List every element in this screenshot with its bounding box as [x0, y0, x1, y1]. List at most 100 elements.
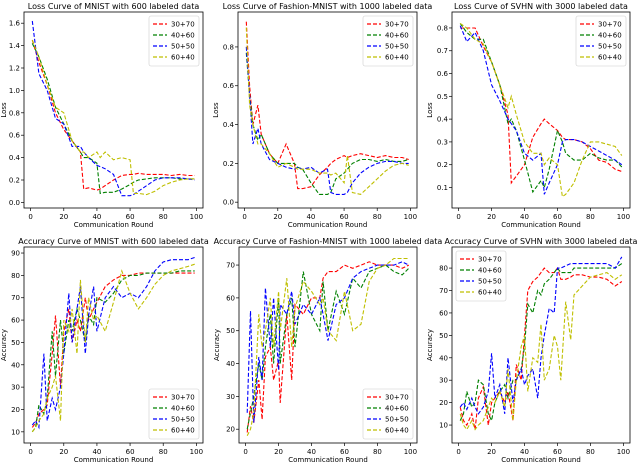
x-tick-label: 80 — [373, 448, 382, 456]
x-tick-label: 0 — [456, 448, 460, 456]
legend-label: 60+40 — [598, 54, 622, 62]
legend-label: 30+70 — [598, 21, 622, 29]
legend-label: 30+70 — [385, 21, 409, 29]
x-tick-label: 80 — [586, 448, 595, 456]
legend: 30+70 40+60 50+50 60+40 — [455, 250, 507, 302]
series-line-50+50 — [459, 256, 623, 415]
chart-title: Loss Curve of Fashion-MNIST with 1000 la… — [223, 2, 433, 11]
x-tick-label: 0 — [243, 448, 247, 456]
y-tick-label: 0.8 — [9, 109, 20, 117]
y-tick-label: 60 — [226, 294, 235, 302]
x-tick-label: 60 — [340, 448, 349, 456]
legend-box — [148, 388, 200, 440]
y-tick-label: 0.8 — [223, 43, 234, 51]
y-tick-label: 0.2 — [9, 177, 20, 185]
series-line-60+40 — [245, 27, 409, 196]
x-tick-label: 40 — [520, 448, 529, 456]
y-axis-label: Accuracy — [213, 329, 221, 361]
x-tick-label: 60 — [553, 448, 562, 456]
legend: 30+70 40+60 50+50 60+40 — [362, 15, 414, 67]
y-tick-label: 0.6 — [223, 82, 235, 90]
x-tick-label: 60 — [126, 448, 135, 456]
y-axis-label: Loss — [426, 102, 434, 118]
series-line-60+40 — [31, 263, 195, 433]
legend-label: 50+50 — [478, 278, 502, 286]
x-axis-label: Communication Round — [74, 221, 154, 229]
y-tick-label: 80 — [11, 272, 20, 280]
x-tick-label: 80 — [373, 213, 382, 221]
x-tick-label: 60 — [126, 213, 135, 221]
y-tick-label: 50 — [439, 332, 448, 340]
legend-box — [455, 250, 507, 302]
axes-frame — [23, 11, 204, 209]
legend-label: 60+40 — [478, 289, 502, 297]
chart-title: Loss Curve of SVHN with 3000 labeled dat… — [454, 2, 628, 11]
legend-label: 50+50 — [171, 416, 195, 424]
series-line-60+40 — [459, 271, 623, 431]
legend-label: 50+50 — [385, 43, 409, 51]
legend-box — [362, 388, 414, 440]
y-tick-label: 90 — [11, 250, 20, 258]
x-tick-label: 0 — [242, 213, 246, 221]
chart-title: Accuracy Curve of MNIST with 600 labeled… — [18, 237, 209, 246]
series-line-50+50 — [31, 256, 195, 430]
axes-frame — [451, 11, 631, 209]
y-tick-label: 50 — [226, 327, 235, 335]
legend-label: 30+70 — [171, 21, 195, 29]
series-line-60+40 — [459, 22, 623, 198]
series-line-30+70 — [246, 261, 410, 433]
legend-label: 60+40 — [385, 427, 409, 435]
axes-frame — [23, 246, 204, 444]
legend-label: 30+70 — [478, 256, 502, 264]
legend: 30+70 40+60 50+50 60+40 — [148, 15, 200, 67]
legend: 30+70 40+60 50+50 60+40 — [575, 15, 627, 67]
y-tick-label: 30 — [439, 377, 448, 385]
series-line-30+70 — [459, 266, 623, 430]
x-tick-label: 20 — [273, 213, 282, 221]
axes-frame — [238, 246, 418, 444]
y-tick-label: 1.4 — [9, 42, 21, 50]
y-tick-label: 0.0 — [9, 199, 20, 207]
x-tick-label: 100 — [404, 448, 417, 456]
y-tick-label: 80 — [439, 265, 448, 273]
subplot-4: 0 20 40 60 80 100 20 30 40 50 60 70 Accuracy Curve o… — [213, 237, 442, 464]
y-tick-label: 70 — [439, 287, 448, 295]
x-tick-label: 40 — [306, 213, 315, 221]
y-tick-label: 20 — [226, 426, 235, 434]
x-tick-label: 0 — [28, 448, 32, 456]
y-tick-label: 60 — [11, 317, 20, 325]
legend-label: 30+70 — [385, 394, 409, 402]
legend-box — [148, 15, 200, 67]
legend: 30+70 40+60 50+50 60+40 — [362, 388, 414, 440]
x-tick-label: 40 — [307, 448, 316, 456]
y-tick-label: 0.2 — [223, 160, 234, 168]
legend-label: 50+50 — [598, 43, 622, 51]
x-tick-label: 40 — [92, 448, 101, 456]
y-tick-label: 0.4 — [9, 154, 21, 162]
y-tick-label: 20 — [11, 406, 20, 414]
y-tick-label: 0.5 — [437, 93, 448, 101]
x-tick-label: 40 — [92, 213, 101, 221]
y-tick-label: 0.8 — [437, 24, 448, 32]
legend: 30+70 40+60 50+50 60+40 — [148, 388, 200, 440]
y-tick-label: 0.3 — [437, 138, 448, 146]
y-axis-label: Loss — [212, 102, 220, 118]
x-axis-label: Communication Round — [501, 456, 581, 462]
y-tick-label: 40 — [439, 354, 448, 362]
x-tick-label: 20 — [59, 448, 68, 456]
y-tick-label: 20 — [439, 399, 448, 407]
y-tick-label: 1.6 — [9, 20, 21, 28]
y-tick-label: 70 — [11, 294, 20, 302]
x-tick-label: 80 — [586, 213, 595, 221]
chart-title: Loss Curve of MNIST with 600 labeled dat… — [28, 2, 200, 11]
subplot-0: 0 20 40 60 80 100 0.0 0.2 0.4 0.6 0.8 1.0 1.2 1.4 1.6 L… — [0, 2, 204, 229]
y-tick-label: 0.7 — [437, 47, 448, 55]
legend-label: 60+40 — [171, 54, 195, 62]
subplot-3: 0 20 40 60 80 100 10 20 30 40 50 60 70 80 90 Accuracy C… — [0, 237, 209, 464]
x-tick-label: 100 — [617, 213, 630, 221]
y-tick-label: 40 — [11, 361, 20, 369]
y-axis-label: Accuracy — [426, 329, 434, 361]
subplot-2: 0 20 40 60 80 100 0.1 0.2 0.3 0.4 0.5 0.6 0.7 0.8 Loss… — [426, 2, 631, 229]
x-axis-label: Communication Round — [74, 456, 154, 462]
legend-label: 60+40 — [171, 427, 195, 435]
